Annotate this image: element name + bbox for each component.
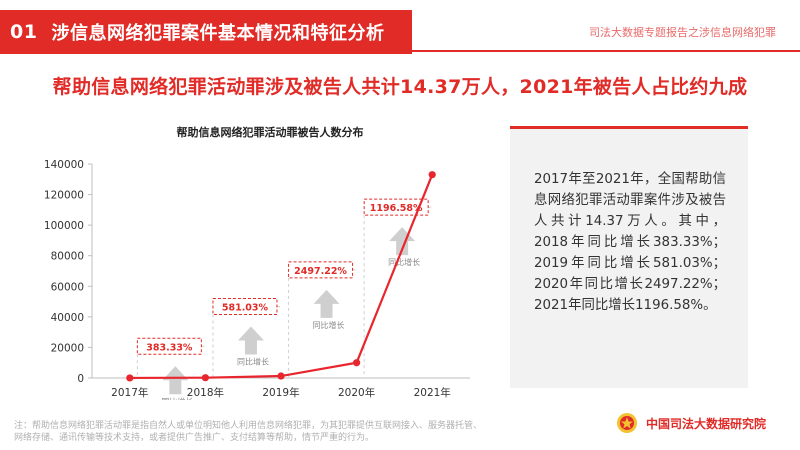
- data-point: [277, 372, 285, 380]
- growth-label-box: [212, 298, 278, 316]
- y-tick-label: 100000: [44, 220, 84, 232]
- footnote: 注：帮助信息网络犯罪活动罪是指自然人或单位明知他人利用信息网络犯罪，为其犯罪提供…: [14, 421, 483, 443]
- y-tick-label: 60000: [51, 281, 84, 293]
- growth-label: 1196.58%: [370, 203, 423, 214]
- up-arrow-icon: [162, 366, 189, 395]
- section-title: 涉信息网络犯罪案件基本情况和特征分析: [51, 23, 385, 44]
- growth-label: 581.03%: [222, 303, 269, 314]
- data-point: [428, 171, 436, 179]
- x-tick-label: 2021年: [414, 386, 451, 399]
- x-tick-label: 2018年: [187, 386, 224, 399]
- growth-label: 2497.22%: [294, 266, 347, 277]
- up-arrow-icon: [237, 326, 264, 355]
- report-series-title: 司法大数据专题报告之涉信息网络犯罪: [589, 26, 776, 39]
- data-point: [126, 374, 134, 382]
- header-divider: [412, 50, 800, 52]
- y-tick-label: 140000: [44, 159, 84, 171]
- y-tick-label: 20000: [51, 342, 84, 354]
- data-point: [353, 359, 361, 367]
- line-chart: 0 20000 40000 60000 80000 100000 120000 140000 2…: [44, 159, 470, 400]
- growth-label-box: [363, 198, 429, 216]
- section-number: 01: [10, 21, 38, 43]
- y-tick-label: 120000: [44, 190, 84, 202]
- data-point: [201, 374, 209, 382]
- y-tick-label: 0: [77, 373, 84, 385]
- brand-name: 中国司法大数据研究院: [646, 416, 767, 431]
- growth-label: 383.33%: [146, 342, 193, 353]
- growth-label-box: [288, 261, 354, 279]
- brand-logo: 中国司法大数据研究院: [616, 412, 766, 434]
- summary-text: 2017年至2021年，全国帮助信息网络犯罪活动罪案件涉及被告人共计14.37万…: [534, 172, 726, 313]
- x-tick-label: 2017年: [111, 386, 148, 399]
- court-emblem-icon: [617, 413, 637, 433]
- arrow-label: 同比增长: [313, 320, 345, 330]
- y-tick-label: 40000: [51, 312, 84, 324]
- arrow-label: 同比增长: [388, 257, 420, 267]
- y-tick-label: 80000: [51, 251, 84, 263]
- summary-panel: 2017年至2021年，全国帮助信息网络犯罪活动罪案件涉及被告人共计14.37万…: [510, 126, 748, 388]
- section-header: 01 涉信息网络犯罪案件基本情况和特征分析: [0, 10, 412, 54]
- x-tick-label: 2019年: [262, 386, 299, 399]
- arrow-label: 同比增长: [237, 357, 269, 367]
- growth-label-box: [136, 337, 202, 355]
- chart-title: 帮助信息网络犯罪活动罪被告人数分布: [176, 126, 364, 139]
- up-arrow-icon: [313, 289, 340, 318]
- up-arrow-icon: [389, 227, 416, 256]
- slide-headline: 帮助信息网络犯罪活动罪涉及被告人共计14.37万人，2021年被告人占比约九成: [52, 76, 748, 98]
- x-tick-label: 2020年: [338, 386, 375, 399]
- arrow-label: 同比增长: [161, 396, 193, 400]
